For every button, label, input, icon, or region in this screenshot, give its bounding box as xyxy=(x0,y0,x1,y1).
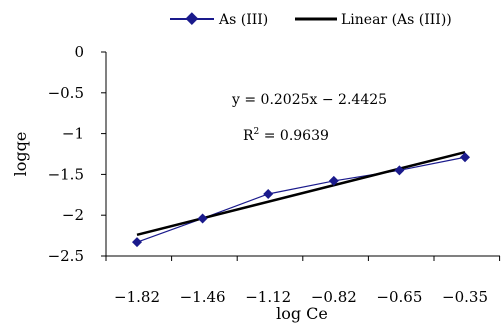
x-tick-label: −0.65 xyxy=(376,288,422,306)
legend-trend-label: Linear (As (III)) xyxy=(341,12,452,28)
x-tick-label: −1.12 xyxy=(245,288,291,306)
trendline-as-iii xyxy=(136,150,466,236)
legend-series-marker xyxy=(185,12,199,26)
y-tick-label: −1.5 xyxy=(48,165,84,183)
legend: As (III) Linear (As (III)) xyxy=(170,12,452,28)
y-ticks: 0 −0.5 −1 −1.5 −2 −2.5 xyxy=(48,43,106,265)
y-axis-title: logqe xyxy=(11,132,30,177)
x-ticks: −1.82 −1.46 −1.12 −0.82 −0.65 −0.35 xyxy=(105,256,501,306)
y-tick-label: −0.5 xyxy=(48,84,84,102)
x-axis-title: log Ce xyxy=(276,304,328,323)
data-point-marker xyxy=(328,175,339,186)
legend-series-label: As (III) xyxy=(218,12,268,28)
data-point-marker xyxy=(394,165,405,176)
data-point-marker xyxy=(132,237,142,248)
data-point-marker xyxy=(460,152,470,163)
series-line-as-iii xyxy=(136,156,466,243)
y-tick-label: −1 xyxy=(62,125,84,143)
x-tick-label: −0.35 xyxy=(442,288,488,306)
y-tick-label: −2.5 xyxy=(48,247,84,265)
y-tick-label: −2 xyxy=(62,206,84,224)
trend-equation: y = 0.2025x − 2.4425 xyxy=(231,92,387,108)
data-point-marker xyxy=(197,213,208,224)
r-squared: R2 = 0.9639 xyxy=(243,127,329,144)
x-tick-label: −1.46 xyxy=(180,288,226,306)
x-tick-label: −1.82 xyxy=(114,288,160,306)
data-point-marker xyxy=(263,188,274,199)
x-tick-label: −0.82 xyxy=(311,288,357,306)
y-tick-label: 0 xyxy=(74,43,84,61)
series-markers xyxy=(132,152,470,248)
